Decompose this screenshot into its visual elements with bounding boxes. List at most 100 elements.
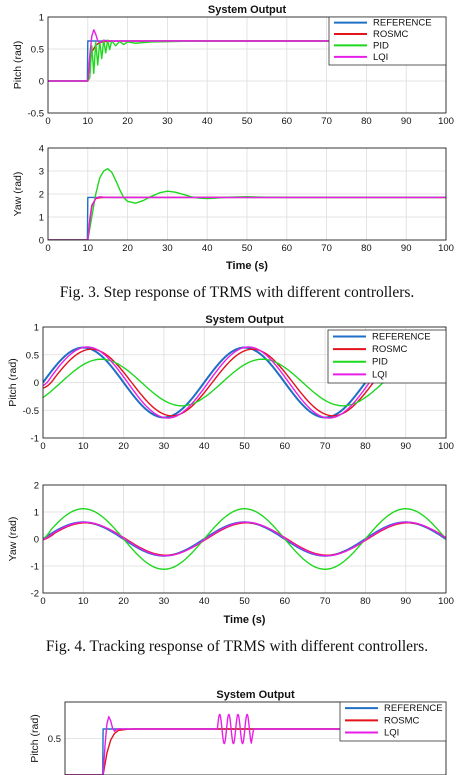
legend-label: REFERENCE xyxy=(384,703,443,714)
x-axis-label: Time (s) xyxy=(224,614,266,626)
chart-panel-4: 0.5 Pitch (rad) System Output REFERENCEROSM… xyxy=(29,689,447,775)
y-tick-label: -1 xyxy=(31,434,39,445)
series-group xyxy=(48,29,446,82)
series-group xyxy=(43,508,446,570)
x-tick-label: 40 xyxy=(199,596,210,607)
y-tick-label: 3 xyxy=(39,167,44,178)
x-tick-label: 50 xyxy=(242,243,253,254)
x-tick-label: 50 xyxy=(242,116,253,127)
chart-title: System Output xyxy=(208,4,287,16)
x-tick-label: 100 xyxy=(438,596,454,607)
y-tick-label: 0 xyxy=(34,378,39,389)
legend-label: REFERENCE xyxy=(373,18,432,29)
x-tick-label: 100 xyxy=(438,116,454,127)
legend-label: ROSMC xyxy=(372,344,408,355)
series-line-pid xyxy=(48,39,446,82)
x-tick-label: 100 xyxy=(438,441,454,452)
y-tick-label: 0 xyxy=(34,535,39,546)
x-tick-label: 60 xyxy=(280,596,291,607)
y-axis-label: Yaw (rad) xyxy=(12,172,24,217)
axes-frame xyxy=(42,484,447,594)
chart-title: System Output xyxy=(205,314,284,326)
chart-panel-1: 0 10 20 30 40 50 60 70 80 90 100 0 1 2 3 4 Yaw (rad) Time… xyxy=(12,144,454,273)
x-tick-label: 10 xyxy=(83,116,94,127)
y-tick-label: 1 xyxy=(34,508,39,519)
x-tick-label: 20 xyxy=(122,243,133,254)
y-tick-label: 1 xyxy=(39,213,44,224)
y-tick-label: -2 xyxy=(31,589,39,600)
x-tick-label: 60 xyxy=(282,116,293,127)
y-tick-label: 2 xyxy=(34,481,39,492)
legend-label: ROSMC xyxy=(384,715,420,726)
series-line-lqi xyxy=(48,196,446,240)
y-tick-label: 4 xyxy=(39,144,44,155)
legend-label: LQI xyxy=(373,52,388,63)
y-axis-label: Pitch (rad) xyxy=(7,358,19,406)
x-tick-label: 40 xyxy=(202,116,213,127)
chart-panel-3: 0 10 20 30 40 50 60 70 80 90 100 -2 -1 0 1 2 Yaw (rad) Ti… xyxy=(7,481,454,627)
series-line-pid xyxy=(43,508,446,570)
series-line-lqi xyxy=(65,713,446,775)
x-tick-label: 70 xyxy=(320,441,331,452)
series-line-lqi xyxy=(48,29,446,82)
y-tick-label: 1 xyxy=(34,323,39,334)
y-tick-label: -1 xyxy=(31,562,39,573)
x-tick-label: 0 xyxy=(45,116,50,127)
x-tick-label: 90 xyxy=(400,596,411,607)
x-tick-label: 40 xyxy=(199,441,210,452)
legend-label: PID xyxy=(373,40,389,51)
x-tick-label: 70 xyxy=(320,596,331,607)
x-tick-label: 0 xyxy=(40,596,45,607)
y-tick-label: -0.5 xyxy=(28,109,44,120)
x-tick-label: 70 xyxy=(321,116,332,127)
x-tick-label: 10 xyxy=(83,243,94,254)
x-tick-label: 10 xyxy=(78,441,89,452)
axes-frame xyxy=(47,147,447,241)
x-tick-label: 80 xyxy=(361,116,372,127)
x-tick-label: 100 xyxy=(438,243,454,254)
figure-4-caption: Fig. 4. Tracking response of TRMS with d… xyxy=(46,638,428,655)
x-tick-label: 80 xyxy=(360,596,371,607)
chart-title: System Output xyxy=(216,689,295,701)
y-axis-label: Pitch (rad) xyxy=(29,714,41,762)
x-tick-label: 0 xyxy=(45,243,50,254)
legend-label: PID xyxy=(372,357,388,368)
x-tick-label: 90 xyxy=(401,243,412,254)
series-group xyxy=(65,713,446,775)
x-tick-label: 30 xyxy=(159,441,170,452)
x-tick-label: 60 xyxy=(280,441,291,452)
x-tick-label: 20 xyxy=(122,116,133,127)
x-tick-label: 10 xyxy=(78,596,89,607)
x-tick-label: 70 xyxy=(321,243,332,254)
x-tick-label: 20 xyxy=(118,596,129,607)
x-tick-label: 30 xyxy=(162,116,173,127)
x-tick-label: 0 xyxy=(40,441,45,452)
x-tick-label: 20 xyxy=(118,441,129,452)
chart-panel-2: 0 10 20 30 40 50 60 70 80 90 100 -1 -0.5 0 0.5 1 Pitch (… xyxy=(7,314,454,452)
y-axis-label: Yaw (rad) xyxy=(7,517,19,562)
y-tick-label: 0 xyxy=(39,77,44,88)
y-tick-label: 2 xyxy=(39,190,44,201)
series-line-lqi xyxy=(43,521,446,557)
x-axis-label: Time (s) xyxy=(226,260,268,272)
x-tick-label: 30 xyxy=(162,243,173,254)
x-tick-label: 50 xyxy=(239,441,250,452)
legend-label: ROSMC xyxy=(373,29,409,40)
y-tick-label: 0.5 xyxy=(48,734,61,745)
y-tick-label: -0.5 xyxy=(23,406,39,417)
y-tick-label: 0 xyxy=(39,236,44,247)
legend-label: LQI xyxy=(372,369,387,380)
x-tick-label: 30 xyxy=(159,596,170,607)
legend-label: LQI xyxy=(384,728,399,739)
x-tick-label: 40 xyxy=(202,243,213,254)
y-tick-label: 0.5 xyxy=(31,45,44,56)
x-tick-label: 90 xyxy=(401,116,412,127)
y-tick-label: 0.5 xyxy=(26,350,39,361)
y-axis-label: Pitch (rad) xyxy=(12,41,24,89)
x-tick-label: 90 xyxy=(400,441,411,452)
